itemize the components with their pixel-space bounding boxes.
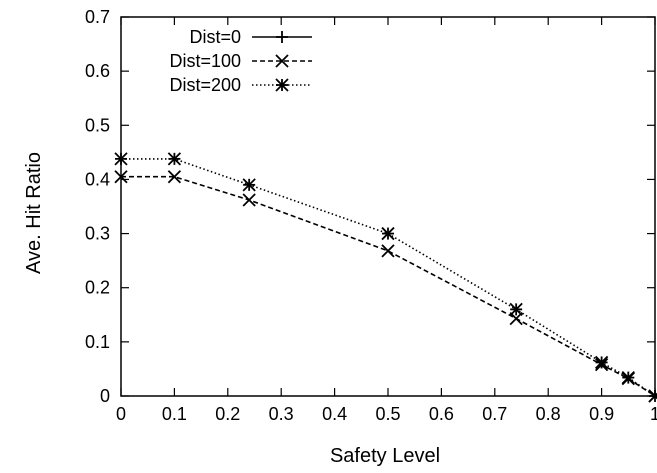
x-tick-label: 0.7 (482, 404, 507, 424)
x-tick-label: 0 (116, 404, 126, 424)
y-tick-label: 0.6 (85, 61, 110, 81)
series-point-2 (509, 302, 523, 317)
legend-label-2: Dist=200 (169, 75, 241, 95)
x-tick-label: 0.8 (536, 404, 561, 424)
legend: Dist=0 Dist=100 Dist=200 (169, 27, 312, 95)
plot-frame (120, 16, 656, 397)
series-point-2 (594, 355, 609, 370)
series-lines (114, 152, 657, 403)
series-point-1 (381, 244, 395, 258)
x-tick-label: 0.4 (322, 404, 347, 424)
y-tick-label: 0.4 (85, 169, 110, 189)
series-point-2 (648, 389, 657, 403)
x-tick-label: 0.5 (375, 404, 400, 424)
series-point-1 (167, 170, 182, 184)
y-tick-label: 0.7 (85, 7, 110, 27)
series-line-2 (121, 158, 656, 397)
y-tick-label: 0 (100, 386, 110, 406)
x-axis-ticks: 0 0.1 0.2 0.3 0.4 0.5 0.6 0.7 0.8 0.9 1 (116, 17, 657, 424)
series-point-2 (621, 370, 635, 385)
x-axis-label: Safety Level (330, 445, 440, 467)
plot-area (120, 16, 656, 397)
series-point-2 (114, 152, 128, 166)
legend-marker-1 (275, 54, 289, 68)
series-point-1 (242, 193, 256, 207)
legend-marker-0 (276, 31, 288, 43)
series-point-2 (381, 226, 395, 241)
y-tick-label: 0.5 (85, 115, 110, 135)
y-axis-label: Ave. Hit Ratio (23, 152, 45, 274)
legend-marker-2 (275, 78, 289, 92)
y-tick-label: 0.3 (85, 224, 110, 244)
x-tick-label: 0.2 (215, 404, 240, 424)
x-tick-label: 1 (650, 404, 657, 424)
y-tick-label: 0.1 (85, 332, 110, 352)
x-tick-label: 0.3 (269, 404, 294, 424)
series-point-1 (114, 170, 128, 184)
series-line-1 (121, 175, 656, 397)
legend-label-1: Dist=100 (169, 51, 241, 71)
x-tick-label: 0.6 (429, 404, 454, 424)
x-tick-label: 0.9 (589, 404, 614, 424)
y-tick-label: 0.2 (85, 278, 110, 298)
x-tick-label: 0.1 (162, 404, 187, 424)
legend-label-0: Dist=0 (189, 27, 241, 47)
y-axis-ticks: 0 0.1 0.2 0.3 0.4 0.5 0.6 0.7 (85, 7, 655, 406)
series-point-2 (167, 152, 182, 166)
series-point-2 (242, 178, 256, 192)
